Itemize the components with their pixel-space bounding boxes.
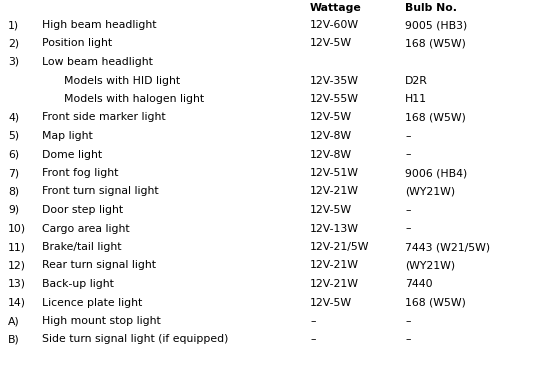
Text: 12V-60W: 12V-60W [310, 20, 359, 30]
Text: Brake/tail light: Brake/tail light [42, 242, 122, 252]
Text: 12V-21/5W: 12V-21/5W [310, 242, 370, 252]
Text: Rear turn signal light: Rear turn signal light [42, 260, 156, 270]
Text: Models with HID light: Models with HID light [64, 76, 180, 85]
Text: –: – [405, 149, 410, 159]
Text: 7440: 7440 [405, 279, 433, 289]
Text: –: – [405, 334, 410, 345]
Text: –: – [405, 131, 410, 141]
Text: Bulb No.: Bulb No. [405, 3, 457, 13]
Text: Dome light: Dome light [42, 149, 102, 159]
Text: High mount stop light: High mount stop light [42, 316, 161, 326]
Text: 12V-13W: 12V-13W [310, 223, 359, 234]
Text: 10): 10) [8, 223, 26, 234]
Text: Licence plate light: Licence plate light [42, 298, 142, 308]
Text: 168 (W5W): 168 (W5W) [405, 38, 466, 48]
Text: Front turn signal light: Front turn signal light [42, 187, 159, 196]
Text: D2R: D2R [405, 76, 428, 85]
Text: –: – [310, 316, 315, 326]
Text: Low beam headlight: Low beam headlight [42, 57, 153, 67]
Text: –: – [405, 223, 410, 234]
Text: 14): 14) [8, 298, 26, 308]
Text: 9006 (HB4): 9006 (HB4) [405, 168, 467, 178]
Text: (WY21W): (WY21W) [405, 187, 455, 196]
Text: –: – [405, 316, 410, 326]
Text: High beam headlight: High beam headlight [42, 20, 157, 30]
Text: –: – [310, 334, 315, 345]
Text: 6): 6) [8, 149, 19, 159]
Text: (WY21W): (WY21W) [405, 260, 455, 270]
Text: 12V-5W: 12V-5W [310, 38, 352, 48]
Text: 7): 7) [8, 168, 19, 178]
Text: 8): 8) [8, 187, 19, 196]
Text: 13): 13) [8, 279, 26, 289]
Text: 9): 9) [8, 205, 19, 215]
Text: 5): 5) [8, 131, 19, 141]
Text: 12V-51W: 12V-51W [310, 168, 359, 178]
Text: 12V-8W: 12V-8W [310, 149, 352, 159]
Text: 1): 1) [8, 20, 19, 30]
Text: 12V-35W: 12V-35W [310, 76, 359, 85]
Text: 3): 3) [8, 57, 19, 67]
Text: Map light: Map light [42, 131, 93, 141]
Text: Wattage: Wattage [310, 3, 362, 13]
Text: 168 (W5W): 168 (W5W) [405, 298, 466, 308]
Text: 12V-5W: 12V-5W [310, 205, 352, 215]
Text: 7443 (W21/5W): 7443 (W21/5W) [405, 242, 490, 252]
Text: Back-up light: Back-up light [42, 279, 114, 289]
Text: 12V-21W: 12V-21W [310, 187, 359, 196]
Text: B): B) [8, 334, 20, 345]
Text: A): A) [8, 316, 20, 326]
Text: 12V-5W: 12V-5W [310, 113, 352, 123]
Text: Front side marker light: Front side marker light [42, 113, 166, 123]
Text: 12V-21W: 12V-21W [310, 260, 359, 270]
Text: 2): 2) [8, 38, 19, 48]
Text: Front fog light: Front fog light [42, 168, 118, 178]
Text: 12V-55W: 12V-55W [310, 94, 359, 104]
Text: Position light: Position light [42, 38, 112, 48]
Text: 11): 11) [8, 242, 26, 252]
Text: 12V-5W: 12V-5W [310, 298, 352, 308]
Text: 4): 4) [8, 113, 19, 123]
Text: –: – [405, 205, 410, 215]
Text: Door step light: Door step light [42, 205, 123, 215]
Text: 9005 (HB3): 9005 (HB3) [405, 20, 467, 30]
Text: Cargo area light: Cargo area light [42, 223, 130, 234]
Text: 12): 12) [8, 260, 26, 270]
Text: Side turn signal light (if equipped): Side turn signal light (if equipped) [42, 334, 228, 345]
Text: Models with halogen light: Models with halogen light [64, 94, 204, 104]
Text: 12V-21W: 12V-21W [310, 279, 359, 289]
Text: 12V-8W: 12V-8W [310, 131, 352, 141]
Text: H11: H11 [405, 94, 427, 104]
Text: 168 (W5W): 168 (W5W) [405, 113, 466, 123]
